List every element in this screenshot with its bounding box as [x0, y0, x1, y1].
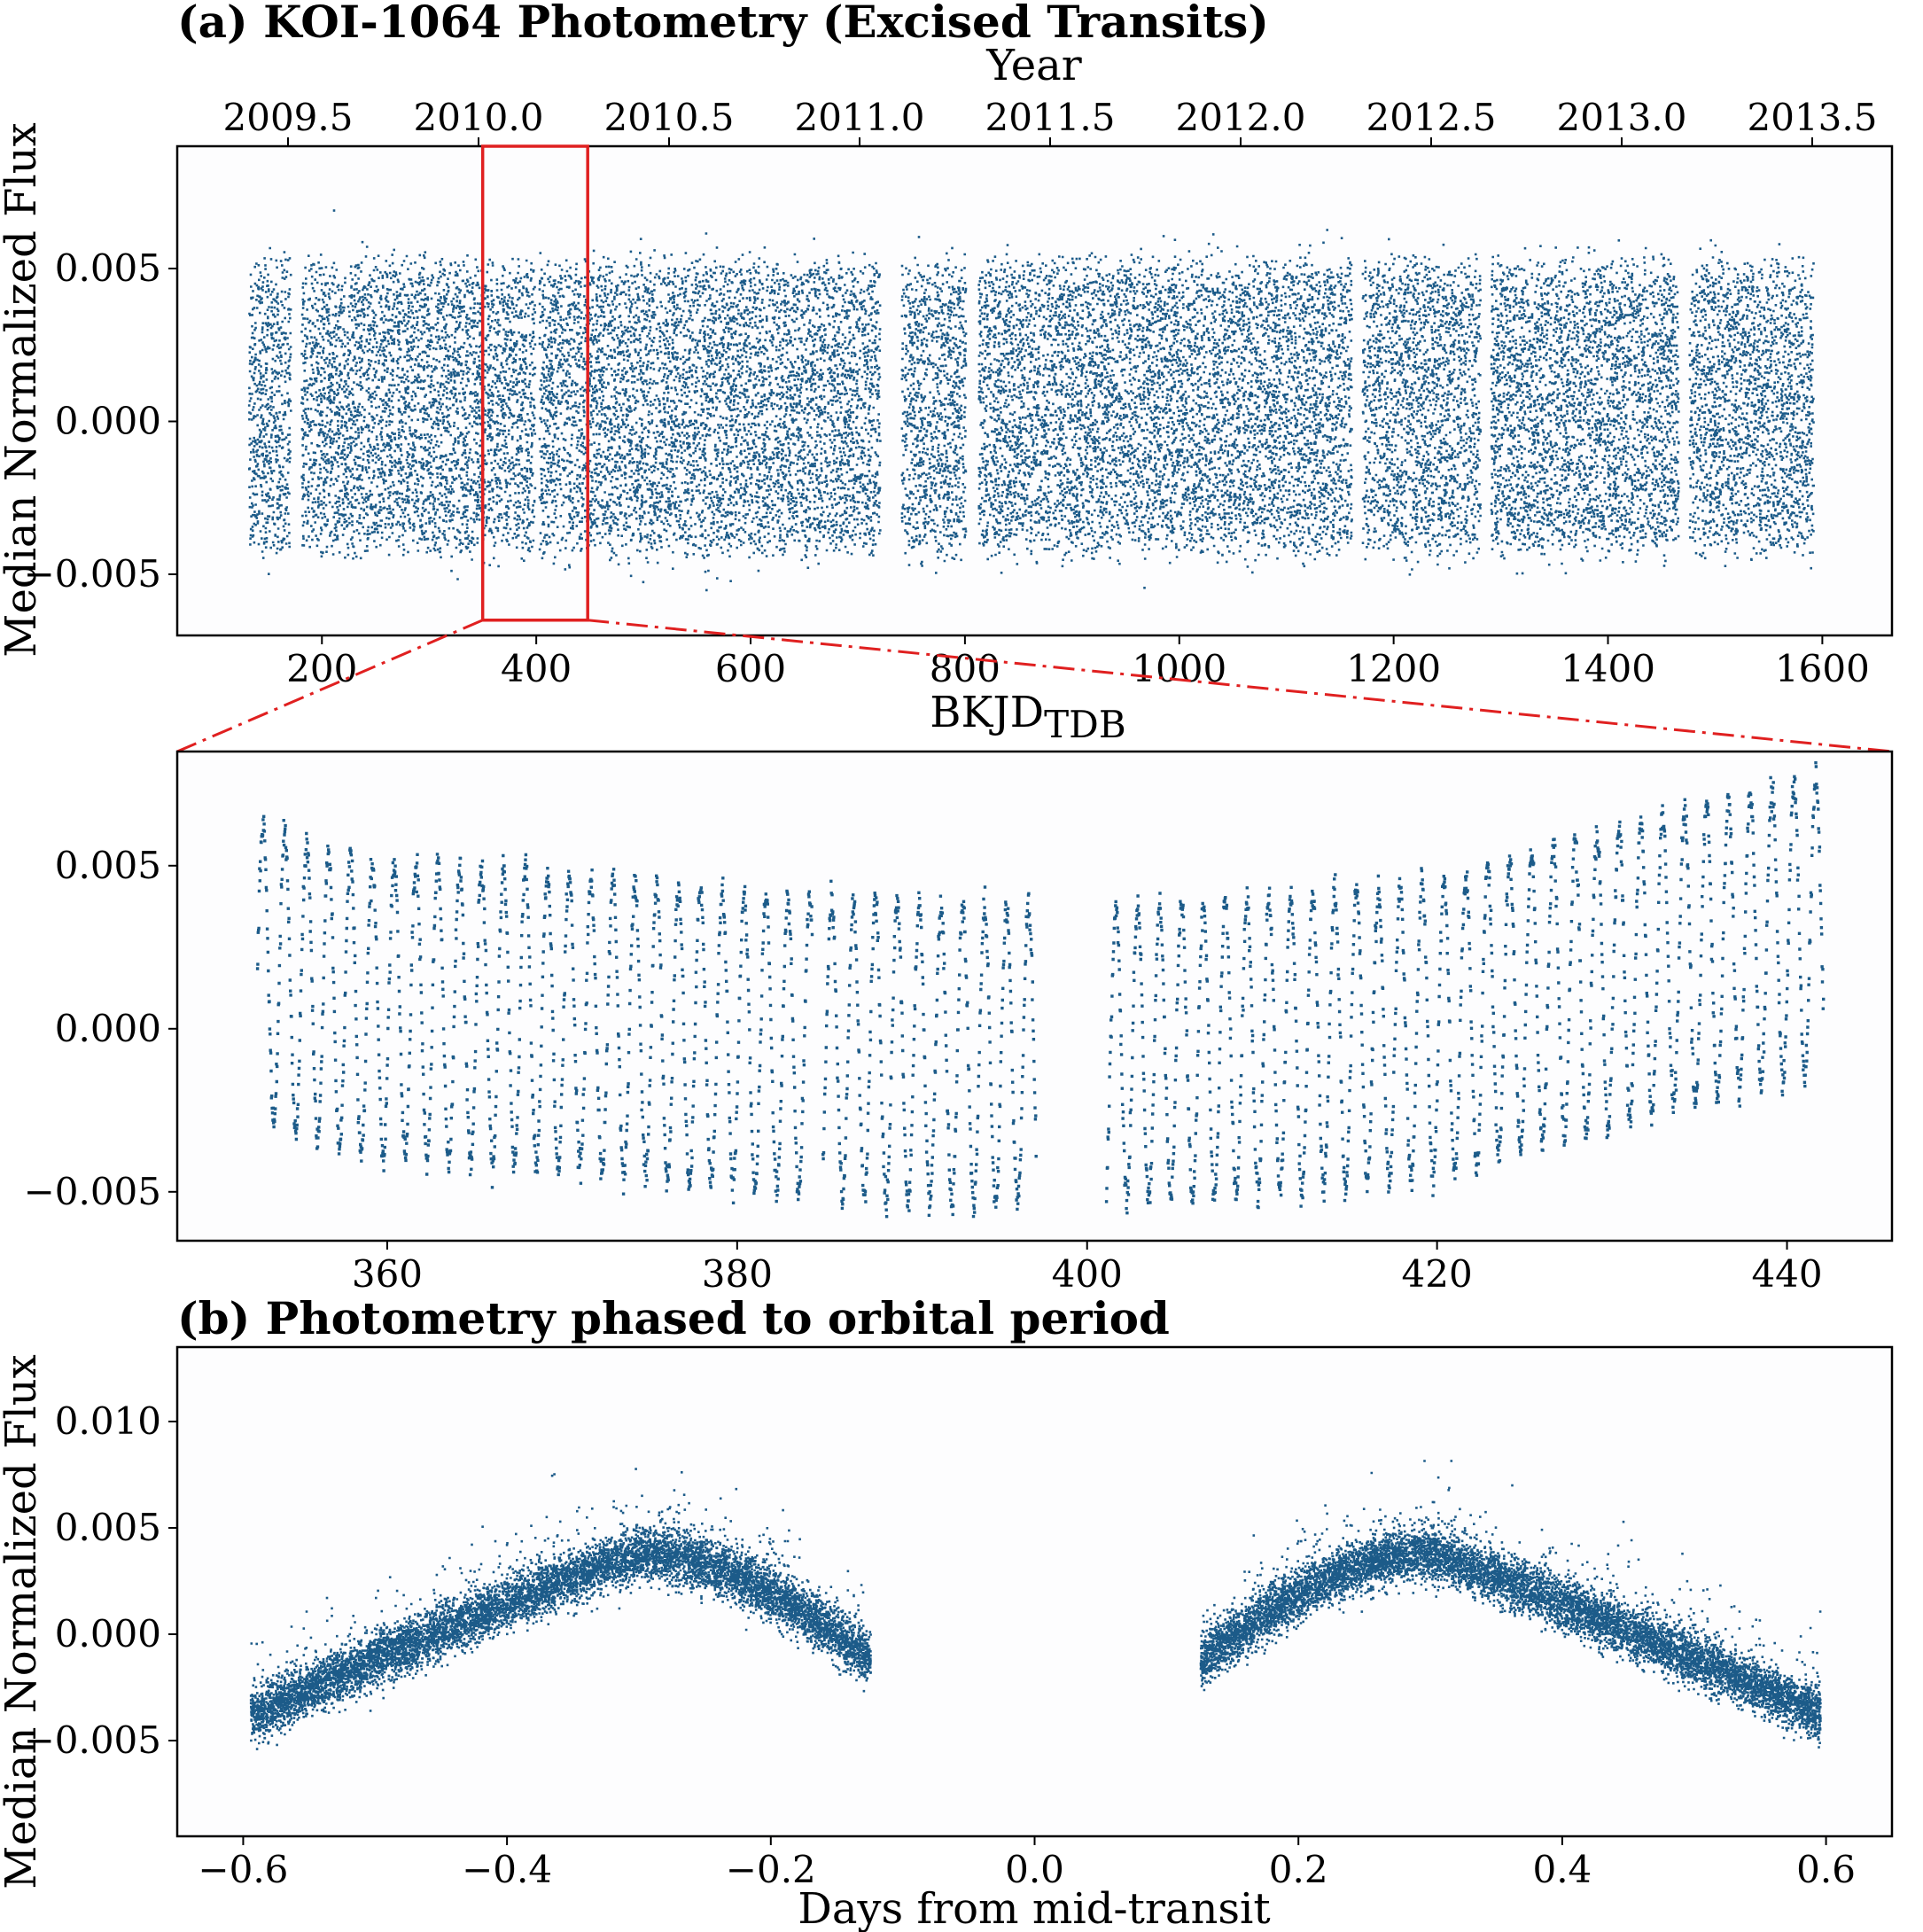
- panel-a-top-tick-label: 2012.5: [1366, 96, 1497, 139]
- panel-zoom-points: [255, 761, 1826, 1219]
- panel-b-frame: [175, 1345, 1894, 1838]
- panel-b-xtick-label: −0.4: [462, 1848, 552, 1891]
- panel-zoom-xtick-label: 380: [702, 1252, 773, 1296]
- panel-zoom-xtick-label: 440: [1751, 1252, 1822, 1296]
- panel-b-ytick-label: 0.005: [55, 1506, 161, 1549]
- panel-a-scatter-points: [247, 209, 1815, 592]
- zoom-connector-right: [588, 619, 1893, 753]
- xlabel-subscript: TDB: [1044, 703, 1126, 746]
- panel-b-ytick-label: 0.010: [55, 1399, 161, 1443]
- panel-a-ytick-label: −0.005: [24, 552, 161, 596]
- panel-zoom-ticks: 360 380 400 420 440 −0.005 0.000 0.005: [24, 844, 1823, 1296]
- panel-a-top-tick-label: 2013.5: [1748, 96, 1878, 139]
- panel-b-xtick-label: 0.0: [1005, 1848, 1064, 1891]
- panel-zoom-xtick-label: 360: [352, 1252, 423, 1296]
- panel-a-ticks: 200 400 600 800 1000 1200 1400 1600−0.0050.0000…: [24, 96, 1878, 690]
- panel-zoom-frame: [175, 750, 1894, 1243]
- zoom-box: [480, 144, 589, 622]
- panel-b-xtick-label: −0.2: [726, 1848, 816, 1891]
- panel-b-ytick-label: 0.000: [55, 1612, 161, 1655]
- panel-a-xtick-label: 800: [930, 647, 1000, 690]
- panel-a-zoom: 360 380 400 420 440 −0.005 0.000 0.005: [24, 750, 1894, 1296]
- panel-a-top-tick-label: 2013.0: [1557, 96, 1687, 139]
- panel-b-ylabel: Median Normalized Flux: [0, 1354, 46, 1889]
- panel-a-xlabel: BKJDTDB: [930, 688, 1125, 746]
- panel-b-xlabel: Days from mid-transit: [798, 1884, 1270, 1932]
- panel-b-xtick-label: 0.2: [1269, 1848, 1328, 1891]
- panel-zoom-ytick-label: 0.000: [55, 1007, 161, 1050]
- panel-b-phased: (b) Photometry phased to orbital period …: [0, 1292, 1894, 1932]
- panel-b-xtick-label: −0.6: [198, 1848, 288, 1891]
- panel-a-top-tick-label: 2009.5: [223, 96, 354, 139]
- panel-zoom-xtick-label: 400: [1052, 1252, 1123, 1296]
- panel-zoom-scatter-points: [255, 761, 1826, 1219]
- panel-b-title: (b) Photometry phased to orbital period: [177, 1292, 1170, 1344]
- panel-a-xtick-label: 1400: [1561, 647, 1655, 690]
- panel-a-ytick-label: 0.005: [55, 246, 161, 290]
- panel-a-top-tick-label: 2011.0: [795, 96, 925, 139]
- panel-a-top-tick-label: 2010.0: [414, 96, 544, 139]
- xlabel-main: BKJD: [930, 688, 1044, 737]
- panel-zoom-ytick-label: −0.005: [24, 1170, 161, 1213]
- panel-a-xtick-label: 200: [286, 647, 357, 690]
- top-axis-label: Year: [985, 41, 1082, 90]
- zoom-indicator: [176, 144, 1893, 753]
- panel-b-ticks: −0.6 −0.4 −0.2 0.0 0.2 0.4 0.6 −0.005 0.000 0.005…: [24, 1399, 1856, 1891]
- panel-a-xtick-label: 400: [501, 647, 572, 690]
- panel-a-ytick-label: 0.000: [55, 400, 161, 443]
- panel-a-xtick-label: 1600: [1775, 647, 1870, 690]
- panel-b-xtick-label: 0.6: [1796, 1848, 1856, 1891]
- zoom-connector-left: [176, 619, 484, 753]
- panel-b-points: [249, 1460, 1822, 1750]
- panel-b-ytick-label: −0.005: [24, 1718, 161, 1762]
- panel-a-top-tick-label: 2010.5: [604, 96, 735, 139]
- panel-a-top-tick-label: 2011.5: [985, 96, 1116, 139]
- panel-a-full-lightcurve: (a) KOI-1064 Photometry (Excised Transit…: [0, 0, 1894, 746]
- panel-a-xtick-label: 1200: [1346, 647, 1441, 690]
- panel-zoom-xtick-label: 420: [1402, 1252, 1473, 1296]
- panel-b-xtick-label: 0.4: [1532, 1848, 1592, 1891]
- panel-zoom-ytick-label: 0.005: [55, 844, 161, 887]
- panel-a-title: (a) KOI-1064 Photometry (Excised Transit…: [177, 0, 1269, 48]
- panel-b-scatter-points: [249, 1460, 1822, 1750]
- panel-a-xtick-label: 600: [715, 647, 786, 690]
- panel-a-ylabel: Median Normalized Flux: [0, 122, 46, 657]
- panel-a-points: [247, 209, 1815, 592]
- panel-a-top-tick-label: 2012.0: [1176, 96, 1306, 139]
